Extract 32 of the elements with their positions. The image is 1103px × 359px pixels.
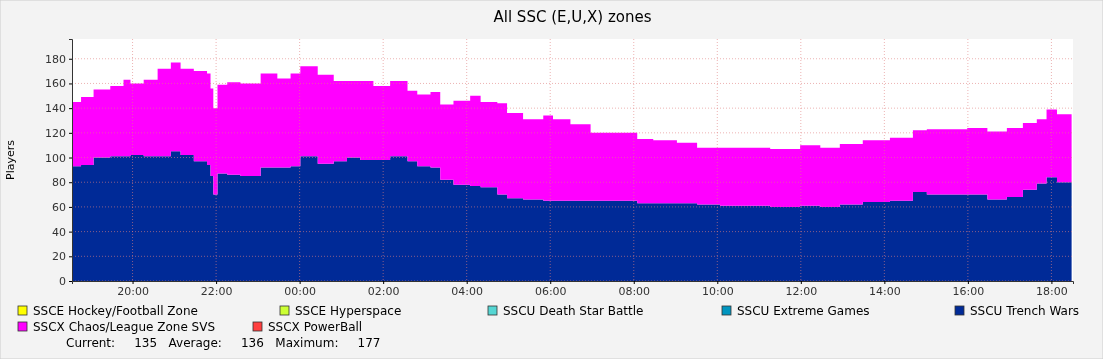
- y-tick-label: 40: [52, 225, 66, 239]
- y-tick-label: 140: [45, 102, 66, 116]
- legend-label: SSCE Hockey/Football Zone: [33, 304, 198, 318]
- y-tick-label: 80: [52, 176, 66, 190]
- x-tick-label: 16:00: [952, 284, 985, 298]
- x-tick-label: 12:00: [785, 284, 818, 298]
- legend-label: SSCU Extreme Games: [737, 304, 870, 318]
- x-tick-label: 06:00: [534, 284, 567, 298]
- y-tick-label: 20: [52, 250, 66, 264]
- legend-label: SSCX PowerBall: [268, 320, 363, 334]
- y-tick-label: 180: [45, 52, 66, 66]
- legend-label: SSCE Hyperspace: [295, 304, 402, 318]
- legend-label: SSCU Death Star Battle: [503, 304, 644, 318]
- x-tick-label: 00:00: [284, 284, 316, 298]
- y-tick-label: 60: [52, 200, 66, 214]
- x-tick-label: 14:00: [869, 284, 901, 298]
- x-tick-label: 22:00: [200, 284, 233, 298]
- text: Current: 135 Average: 136 Maximum: 177: [66, 336, 381, 350]
- series-label: SSCU Trench Wars: [970, 304, 1080, 318]
- y-tick-label: 160: [45, 77, 66, 91]
- y-axis-title: Players: [4, 139, 17, 180]
- x-tick-label: 08:00: [618, 284, 651, 298]
- x-tick-label: 02:00: [367, 284, 400, 298]
- x-tick-label: 20:00: [117, 284, 149, 298]
- y-tick-label: 120: [45, 126, 66, 140]
- chart-title: All SSC (E,U,X) zones: [493, 8, 652, 26]
- legend-label: SSCX Chaos/League Zone SVS: [33, 320, 216, 334]
- x-tick-label: 10:00: [701, 284, 734, 298]
- x-tick-label: 04:00: [451, 284, 484, 298]
- y-tick-label: 0: [59, 275, 66, 289]
- y-tick-label: 100: [45, 151, 66, 165]
- x-tick-label: 18:00: [1036, 284, 1068, 298]
